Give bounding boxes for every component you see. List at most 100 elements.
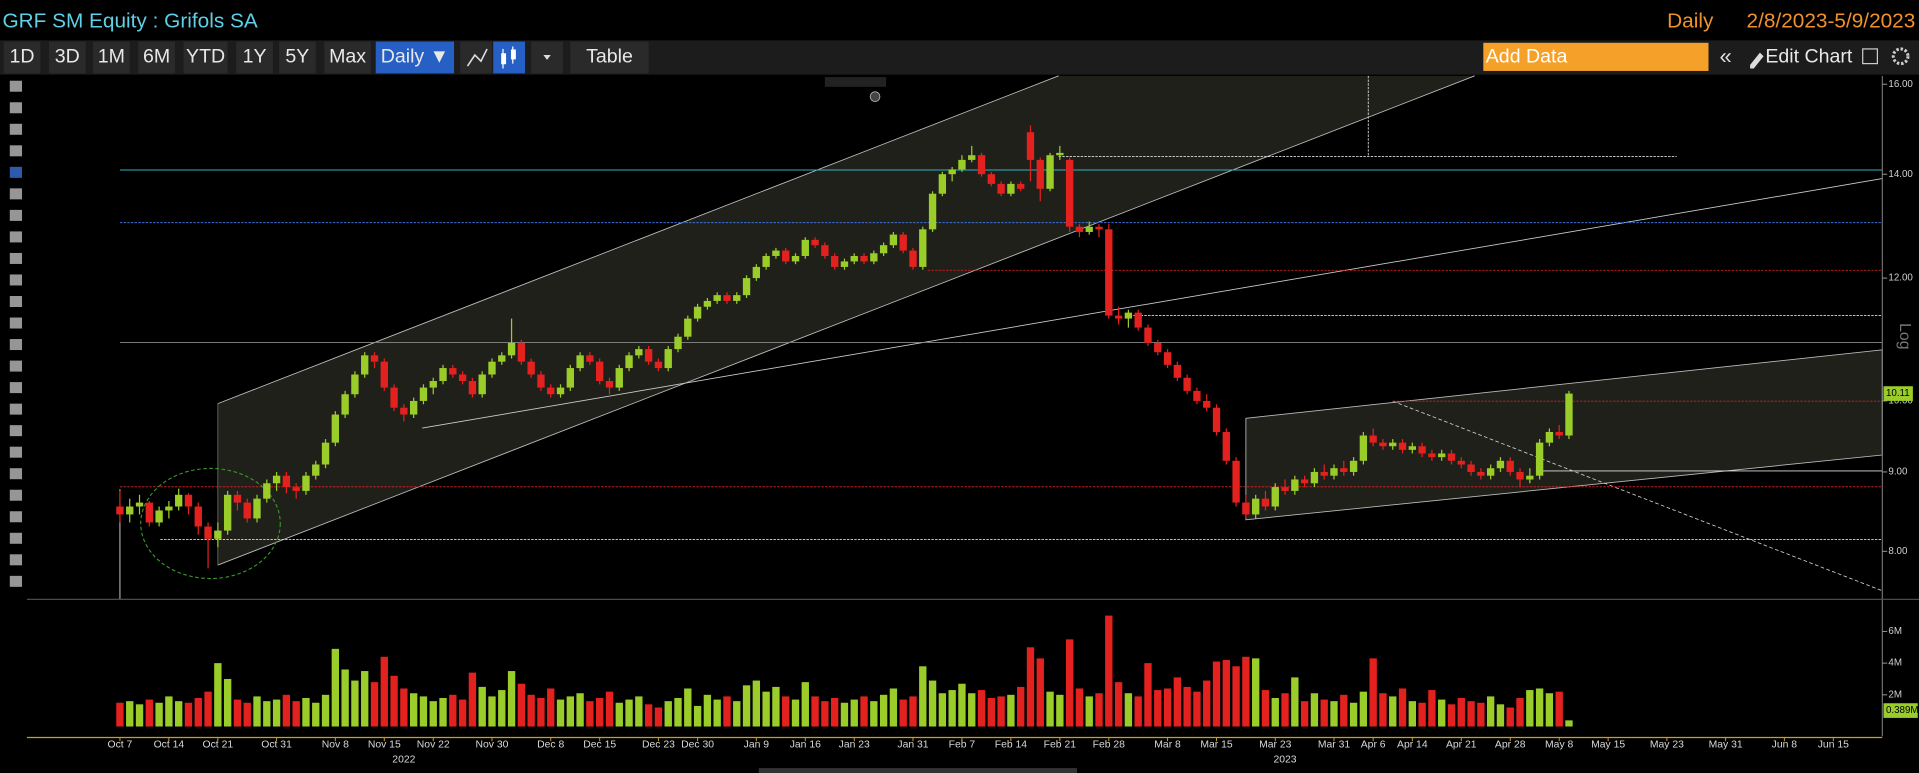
volume-bar	[889, 688, 898, 727]
range-button[interactable]	[183, 41, 228, 74]
y-tick-label: 16.00	[1888, 79, 1913, 90]
candle-body	[703, 300, 712, 307]
add-data-input[interactable]	[1483, 42, 1709, 71]
volume-bar	[449, 694, 457, 727]
handle	[869, 91, 881, 102]
tool-icon[interactable]	[9, 231, 23, 243]
volume-bar	[478, 686, 486, 727]
candle-body	[498, 355, 506, 362]
volume-bar	[312, 702, 320, 727]
tool-icon[interactable]	[9, 382, 23, 394]
candle-body	[321, 442, 330, 465]
candle-body	[625, 355, 633, 369]
tool-icon[interactable]	[9, 145, 23, 157]
tool-icon[interactable]	[9, 274, 23, 286]
volume-bar	[879, 694, 888, 727]
tool-icon[interactable]	[9, 425, 23, 437]
volume-bar	[1154, 690, 1162, 727]
tool-icon[interactable]	[9, 360, 23, 372]
tool-icon[interactable]	[9, 295, 23, 307]
range-button-label[interactable]: YTD	[186, 46, 225, 68]
range-button[interactable]	[279, 41, 316, 74]
range-button[interactable]	[324, 41, 371, 74]
scrollbar[interactable]	[758, 768, 1077, 773]
candle-body	[1232, 460, 1240, 503]
volume-bar	[1467, 701, 1475, 727]
x-tick-label: Nov 15	[368, 740, 401, 751]
line-icon[interactable]	[460, 41, 492, 74]
tool-icon[interactable]	[9, 317, 23, 329]
range-button-label[interactable]: Max	[329, 46, 366, 68]
tool-icon[interactable]	[9, 102, 23, 114]
volume-bar	[126, 701, 134, 727]
candle-body	[860, 255, 868, 262]
range-button[interactable]	[48, 41, 86, 74]
range-button[interactable]	[138, 41, 176, 74]
last-price-badge	[1883, 386, 1913, 401]
tool-icon[interactable]	[9, 511, 23, 523]
range-button-label[interactable]: 1D	[10, 46, 35, 68]
x-tick-label: Dec 23	[642, 740, 675, 751]
candle-body	[1105, 229, 1113, 316]
channel-line	[217, 75, 1059, 405]
frequency-button[interactable]	[375, 41, 455, 74]
volume-bar	[586, 701, 594, 727]
range-button-label[interactable]: 6M	[143, 46, 170, 68]
add-data-label[interactable]: Add Data	[1486, 46, 1568, 68]
tool-icon[interactable]	[9, 575, 23, 587]
range-button-label[interactable]: 1Y	[243, 46, 267, 68]
tool-icon[interactable]	[9, 446, 23, 458]
candle-body	[1447, 453, 1456, 461]
volume-bar	[517, 683, 526, 727]
candle-body	[938, 174, 947, 194]
candle-body	[830, 255, 839, 267]
range-button[interactable]	[236, 41, 273, 74]
range-button-label[interactable]: 3D	[55, 46, 80, 68]
settings-icon[interactable]	[1862, 48, 1879, 65]
tool-icon[interactable]	[9, 489, 23, 501]
candle-body	[272, 475, 281, 484]
candle-body	[1193, 390, 1201, 401]
x-tick-label: Nov 8	[322, 740, 349, 751]
tool-icon[interactable]	[9, 123, 23, 135]
range-button[interactable]	[3, 41, 41, 74]
candle-body	[1261, 498, 1270, 507]
volume-bar	[1163, 688, 1172, 727]
candle-body	[1065, 159, 1074, 227]
table-button[interactable]	[570, 41, 649, 74]
volume-bar	[576, 693, 584, 727]
candle-icon[interactable]	[493, 41, 526, 74]
gear-icon[interactable]	[1891, 47, 1910, 66]
tool-icon[interactable]	[9, 209, 23, 221]
volume-bar	[1085, 696, 1093, 727]
candle-body	[644, 349, 653, 362]
table-label[interactable]: Table	[586, 46, 633, 68]
candle-body	[243, 502, 251, 519]
tool-icon[interactable]	[9, 554, 23, 566]
tool-icon[interactable]	[9, 468, 23, 480]
range-button-label[interactable]: 1M	[98, 46, 125, 68]
tool-icon[interactable]	[9, 80, 23, 92]
tool-icon[interactable]	[9, 166, 23, 178]
volume-bar	[1330, 701, 1338, 727]
year-label: 2023	[1273, 754, 1296, 765]
candle-body	[1369, 435, 1377, 443]
tool-icon[interactable]	[9, 403, 23, 415]
edit-chart[interactable]: Edit Chart	[1765, 46, 1853, 68]
tool-icon[interactable]	[9, 532, 23, 544]
range-button[interactable]	[93, 41, 130, 74]
candle-body	[958, 159, 966, 170]
tool-icon[interactable]	[9, 339, 23, 351]
candle-body	[733, 295, 741, 301]
volume-bar	[1065, 639, 1074, 727]
candle-body	[1124, 312, 1133, 319]
tool-icon[interactable]	[9, 252, 23, 264]
range-button-label[interactable]: 5Y	[285, 46, 309, 68]
frequency-label[interactable]: Daily ▼	[381, 46, 449, 68]
candle-body	[1408, 446, 1416, 450]
collapse-icon[interactable]: «	[1720, 43, 1732, 68]
tool-icon[interactable]	[9, 188, 23, 200]
scale-label[interactable]: Log	[1896, 323, 1913, 350]
volume-bar	[801, 682, 809, 727]
